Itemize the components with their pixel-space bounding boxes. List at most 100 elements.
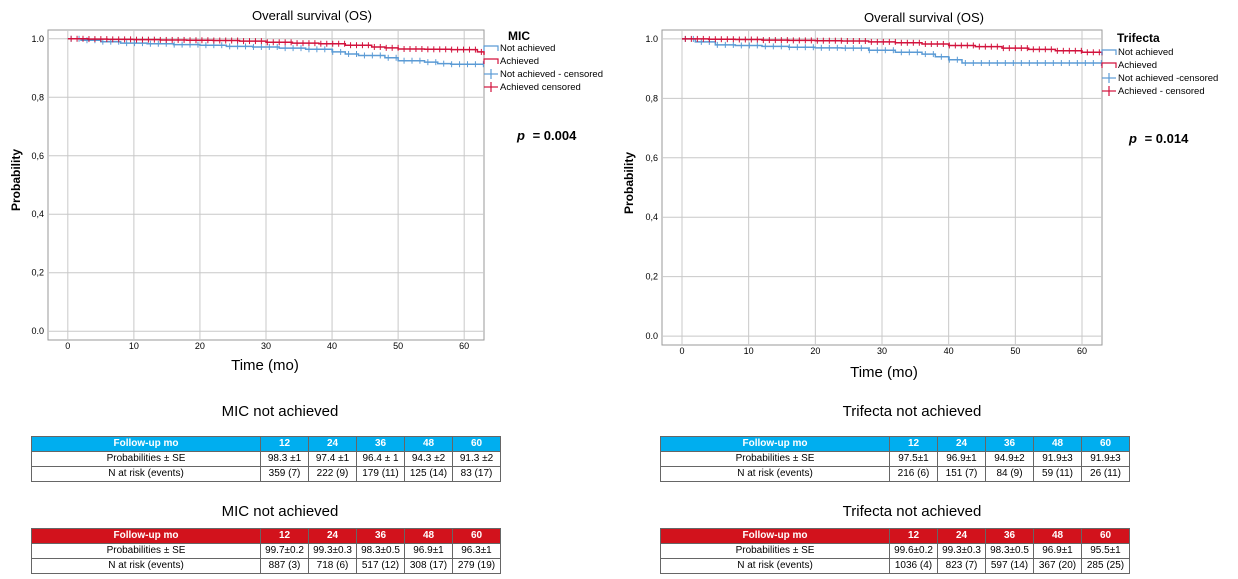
legend-label: Not achieved (1118, 47, 1173, 58)
x-tick-label: 40 (944, 346, 954, 356)
table-cell: 95.5±1 (1081, 543, 1130, 559)
table-cell: 308 (17) (404, 558, 453, 574)
row-label: N at risk (events) (660, 558, 890, 574)
header-month: 48 (1033, 436, 1082, 452)
table-cell: 179 (11) (356, 466, 405, 482)
table-cell: 97.4 ±1 (308, 451, 357, 467)
table-cell: 98.3±0.5 (985, 543, 1034, 559)
y-tick-label: 0,8 (31, 92, 44, 102)
p-value-number: = 0.014 (1145, 131, 1190, 146)
table-cell: 26 (11) (1081, 466, 1130, 482)
table-cell: 98.3±0.5 (356, 543, 405, 559)
table-cell: 222 (9) (308, 466, 357, 482)
legend-label: Achieved censored (500, 82, 581, 93)
table-cell: 718 (6) (308, 558, 357, 574)
table-cell: 96.9±1 (1033, 543, 1082, 559)
table-header-row: Follow-up mo 12 24 36 48 60 (660, 528, 1130, 544)
x-tick-label: 10 (129, 341, 139, 351)
table-cell: 96.4 ± 1 (356, 451, 405, 467)
table-cell: 823 (7) (937, 558, 986, 574)
table-cell: 99.3±0.3 (937, 543, 986, 559)
panel-mic: Overall survival (OS) 0 10 20 30 40 50 60 0.0 0,… (9, 8, 603, 574)
plot-title: Overall survival (OS) (252, 8, 372, 23)
km-curve-not-achieved (682, 38, 1102, 64)
table-row: Probabilities ± SE 99.6±0.2 99.3±0.3 98.3±0… (660, 543, 1130, 559)
p-value-number: = 0.004 (533, 128, 578, 143)
row-label: N at risk (events) (660, 466, 890, 482)
legend-label: Not achieved - censored (500, 69, 603, 80)
row-label: Probabilities ± SE (31, 451, 261, 467)
y-tick-label: 0,6 (645, 153, 658, 163)
table-cell: 279 (19) (452, 558, 501, 574)
table-cell: 597 (14) (985, 558, 1034, 574)
table-row: Probabilities ± SE 98.3 ±1 97.4 ±1 96.4 ± 1… (31, 451, 501, 467)
y-axis-label: Probability (622, 152, 636, 214)
table-cell: 83 (17) (452, 466, 501, 482)
table-cell: 151 (7) (937, 466, 986, 482)
header-month: 24 (937, 436, 986, 452)
table-cell: 91.9±3 (1033, 451, 1082, 467)
header-month: 12 (889, 436, 938, 452)
x-tick-label: 20 (810, 346, 820, 356)
table-cell: 94.9±2 (985, 451, 1034, 467)
header-month: 48 (1033, 528, 1082, 544)
table-header-row: Follow-up mo 12 24 36 48 60 (31, 528, 501, 544)
table-row: N at risk (events) 359 (7) 222 (9) 179 (11)… (31, 466, 501, 482)
km-plot-mic: Overall survival (OS) 0 10 20 30 40 50 60 0.0 0,… (9, 8, 603, 374)
table-achieved: Follow-up mo 12 24 36 48 60 Probabilities ± SE… (660, 528, 1130, 574)
table-cell: 98.3 ±1 (260, 451, 309, 467)
header-label: Follow-up mo (31, 436, 261, 452)
table-cell: 125 (14) (404, 466, 453, 482)
header-month: 36 (985, 528, 1034, 544)
table-title-achieved: MIC not achieved (221, 503, 339, 520)
header-month: 12 (260, 436, 309, 452)
table-cell: 1036 (4) (889, 558, 938, 574)
header-month: 60 (452, 436, 501, 452)
table-title-not-achieved: Trifecta not achieved (842, 403, 982, 420)
header-month: 48 (404, 436, 453, 452)
legend-symbol (483, 45, 499, 51)
table-not-achieved: Follow-up mo 12 24 36 48 60 Probabilities ± SE… (660, 436, 1130, 482)
x-tick-label: 0 (65, 341, 70, 351)
table-header-row: Follow-up mo 12 24 36 48 60 (31, 436, 501, 452)
y-tick-label: 0,2 (645, 272, 658, 282)
y-tick-label: 0,6 (31, 151, 44, 161)
table-title-not-achieved: MIC not achieved (221, 403, 339, 420)
table-cell: 96.3±1 (452, 543, 501, 559)
x-tick-label: 60 (459, 341, 469, 351)
legend-label: Achieved (1118, 60, 1157, 71)
x-tick-label: 50 (393, 341, 403, 351)
table-cell: 96.9±1 (404, 543, 453, 559)
table-not-achieved: Follow-up mo 12 24 36 48 60 Probabilities ± SE… (31, 436, 501, 482)
table-cell: 91.9±3 (1081, 451, 1130, 467)
x-axis-label: Time (mo) (231, 357, 299, 374)
header-label: Follow-up mo (31, 528, 261, 544)
table-cell: 359 (7) (260, 466, 309, 482)
y-tick-label: 1.0 (31, 34, 44, 44)
legend: Not achieved Achieved Not achieved - censo… (483, 43, 603, 93)
table-cell: 99.3±0.3 (308, 543, 357, 559)
table-cell: 887 (3) (260, 558, 309, 574)
table-cell: 517 (12) (356, 558, 405, 574)
table-header-row: Follow-up mo 12 24 36 48 60 (660, 436, 1130, 452)
table-row: N at risk (events) 887 (3) 718 (6) 517 (12)… (31, 558, 501, 574)
p-value: p = 0.014 (1128, 131, 1189, 146)
table-cell: 84 (9) (985, 466, 1034, 482)
header-month: 60 (1081, 436, 1130, 452)
row-label: N at risk (events) (31, 558, 261, 574)
x-axis-label: Time (mo) (850, 364, 918, 381)
plot-area: 0 10 20 30 40 50 60 0.0 0,2 0,4 0,6 0,8 1.0 (645, 29, 1103, 356)
header-month: 36 (356, 436, 405, 452)
p-value: p = 0.004 (516, 128, 577, 143)
x-tick-label: 20 (195, 341, 205, 351)
x-tick-label: 30 (877, 346, 887, 356)
plot-title: Overall survival (OS) (864, 10, 984, 25)
table-cell: 99.7±0.2 (260, 543, 309, 559)
table-cell: 59 (11) (1033, 466, 1082, 482)
header-month: 24 (937, 528, 986, 544)
table-cell: 94.3 ±2 (404, 451, 453, 467)
p-value-label: p (516, 128, 525, 143)
header-month: 36 (985, 436, 1034, 452)
legend-title: MIC (508, 29, 530, 43)
legend-label: Achieved - censored (1118, 86, 1205, 97)
